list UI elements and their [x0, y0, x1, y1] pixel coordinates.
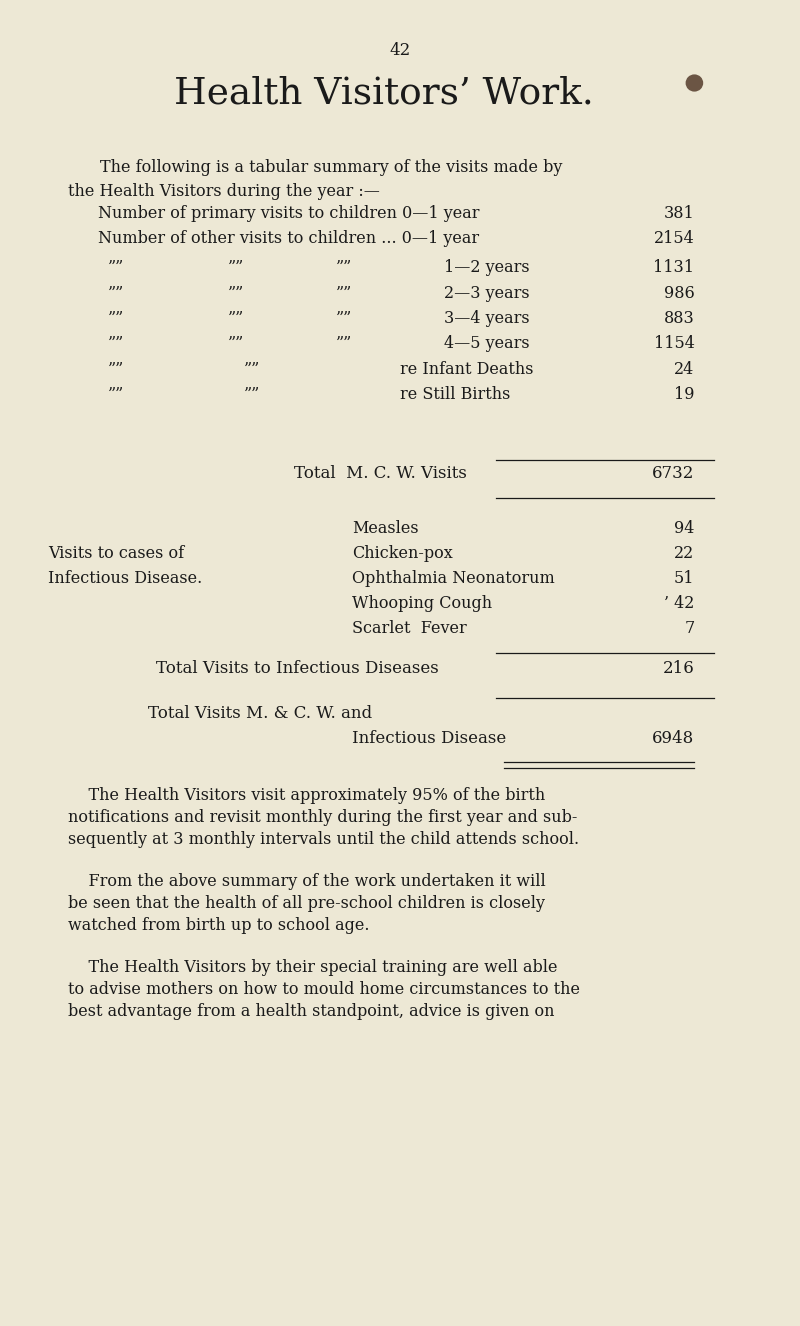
Text: 22: 22 — [674, 545, 694, 562]
Text: ””: ”” — [228, 259, 244, 276]
Text: ””: ”” — [244, 386, 260, 403]
Text: ’ 42: ’ 42 — [664, 595, 694, 613]
Text: the Health Visitors during the year :—: the Health Visitors during the year :— — [68, 183, 380, 200]
Text: ””: ”” — [228, 335, 244, 351]
Text: 19: 19 — [674, 386, 694, 403]
Text: ””: ”” — [336, 335, 352, 351]
Text: ””: ”” — [228, 310, 244, 328]
Text: watched from birth up to school age.: watched from birth up to school age. — [68, 918, 370, 934]
Text: notifications and revisit monthly during the first year and sub-: notifications and revisit monthly during… — [68, 809, 578, 826]
Text: to advise mothers on how to mould home circumstances to the: to advise mothers on how to mould home c… — [68, 981, 580, 998]
Text: 381: 381 — [664, 206, 694, 221]
Text: Chicken-pox: Chicken-pox — [352, 545, 453, 562]
Text: 2154: 2154 — [654, 229, 694, 247]
Text: ””: ”” — [336, 310, 352, 328]
Text: best advantage from a health standpoint, advice is given on: best advantage from a health standpoint,… — [68, 1002, 554, 1020]
Text: ””: ”” — [244, 361, 260, 378]
Text: 42: 42 — [390, 42, 410, 58]
Text: Infectious Disease: Infectious Disease — [352, 731, 506, 747]
Text: 51: 51 — [674, 570, 694, 587]
Text: 1131: 1131 — [654, 259, 694, 276]
Text: ””: ”” — [336, 259, 352, 276]
Text: Total Visits to Infectious Diseases: Total Visits to Infectious Diseases — [156, 660, 438, 678]
Text: sequently at 3 monthly intervals until the child attends school.: sequently at 3 monthly intervals until t… — [68, 831, 579, 849]
Text: The Health Visitors visit approximately 95% of the birth: The Health Visitors visit approximately … — [68, 788, 546, 804]
Text: Infectious Disease.: Infectious Disease. — [48, 570, 202, 587]
Text: 4—5 years: 4—5 years — [444, 335, 530, 351]
Text: 2—3 years: 2—3 years — [444, 285, 530, 302]
Text: ””: ”” — [108, 386, 124, 403]
Text: be seen that the health of all pre-school children is closely: be seen that the health of all pre-schoo… — [68, 895, 545, 912]
Text: 986: 986 — [664, 285, 694, 302]
Text: Number of primary visits to children 0—1 year: Number of primary visits to children 0—1… — [98, 206, 480, 221]
Text: 3—4 years: 3—4 years — [444, 310, 530, 328]
Text: Measles: Measles — [352, 520, 418, 537]
Text: Visits to cases of: Visits to cases of — [48, 545, 184, 562]
Text: 216: 216 — [662, 660, 694, 678]
Text: Scarlet  Fever: Scarlet Fever — [352, 621, 466, 636]
Text: ””: ”” — [108, 259, 124, 276]
Text: 6948: 6948 — [652, 731, 694, 747]
Text: Health Visitors’ Work.: Health Visitors’ Work. — [174, 76, 594, 111]
Text: 94: 94 — [674, 520, 694, 537]
Text: 883: 883 — [664, 310, 694, 328]
Text: The Health Visitors by their special training are well able: The Health Visitors by their special tra… — [68, 959, 558, 976]
Text: Total  M. C. W. Visits: Total M. C. W. Visits — [294, 465, 467, 481]
Text: re Infant Deaths: re Infant Deaths — [400, 361, 534, 378]
Text: 6732: 6732 — [652, 465, 694, 481]
Text: 24: 24 — [674, 361, 694, 378]
Text: ””: ”” — [108, 361, 124, 378]
Text: The following is a tabular summary of the visits made by: The following is a tabular summary of th… — [100, 159, 562, 176]
Text: ””: ”” — [108, 310, 124, 328]
Text: ””: ”” — [108, 285, 124, 302]
Text: 1154: 1154 — [654, 335, 694, 351]
Text: Ophthalmia Neonatorum: Ophthalmia Neonatorum — [352, 570, 554, 587]
Text: From the above summary of the work undertaken it will: From the above summary of the work under… — [68, 873, 546, 890]
Text: ””: ”” — [108, 335, 124, 351]
Text: Whooping Cough: Whooping Cough — [352, 595, 492, 613]
Ellipse shape — [686, 74, 703, 91]
Text: ””: ”” — [228, 285, 244, 302]
Text: 1—2 years: 1—2 years — [444, 259, 530, 276]
Text: Number of other visits to children ... 0—1 year: Number of other visits to children ... 0… — [98, 229, 479, 247]
Text: re Still Births: re Still Births — [400, 386, 510, 403]
Text: Total Visits M. & C. W. and: Total Visits M. & C. W. and — [148, 705, 372, 721]
Text: 7: 7 — [684, 621, 694, 636]
Text: ””: ”” — [336, 285, 352, 302]
